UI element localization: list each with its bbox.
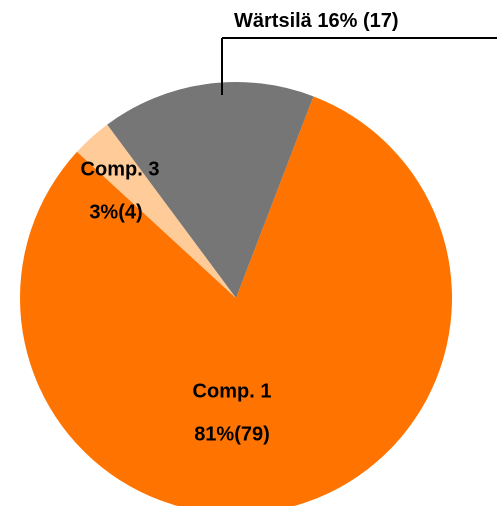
pie-slice [20,96,452,506]
value-label: 16% (17) [317,10,398,32]
category-label: Comp. 3 [81,158,160,180]
pie-slice [107,82,314,298]
slices [20,82,452,506]
pie-slice [77,124,237,298]
category-label: Wärtsilä [234,10,313,32]
slice-label: Wärtsilä 16% (17) [234,10,399,32]
value-label: 3%(4) [89,201,142,223]
value-label: 81%(79) [194,423,270,445]
category-label: Comp. 1 [193,380,272,402]
